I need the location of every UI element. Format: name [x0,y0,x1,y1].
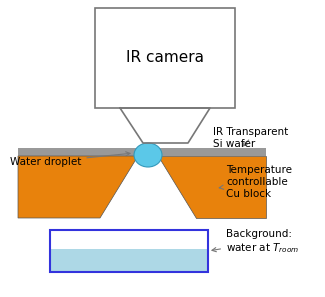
Ellipse shape [134,143,162,167]
Bar [51,249,207,272]
Text: Water droplet: Water droplet [10,152,130,167]
Text: IR Transparent
Si wafer: IR Transparent Si wafer [213,127,288,149]
Bar [18,148,266,156]
Bar [50,230,208,272]
Bar [50,230,208,272]
Polygon shape [158,156,266,218]
Text: Temperature
controllable
Cu block: Temperature controllable Cu block [219,165,292,199]
Polygon shape [18,156,138,218]
Text: Background:
water at $T_{room}$: Background: water at $T_{room}$ [212,229,299,255]
Text: IR camera: IR camera [126,50,204,66]
Bar [95,8,235,108]
